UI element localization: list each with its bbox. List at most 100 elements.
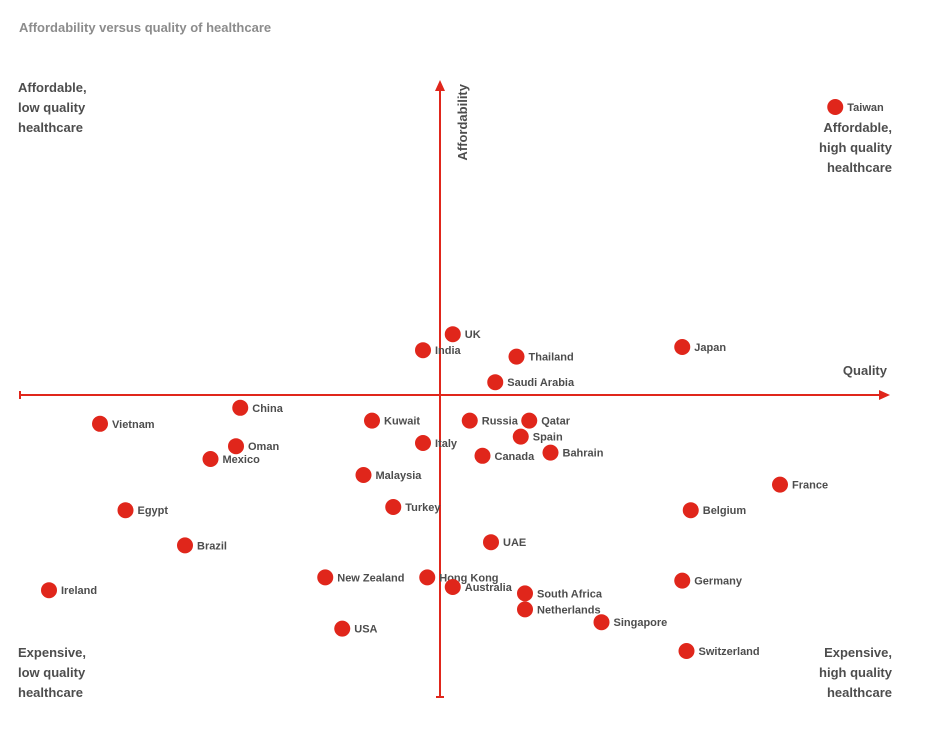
data-point: Ireland (41, 582, 97, 599)
data-point-marker (117, 502, 134, 519)
data-point-label: Bahrain (563, 448, 604, 460)
data-point-marker (508, 348, 525, 365)
axes: Quality Affordability (19, 80, 890, 698)
data-point: Germany (674, 572, 743, 589)
data-point-marker (228, 438, 244, 455)
data-point: Russia (461, 412, 519, 429)
data-point-label: Spain (533, 432, 563, 444)
data-point-label: Saudi Arabia (507, 377, 575, 389)
data-point: Egypt (117, 502, 169, 519)
data-point: Bahrain (542, 444, 604, 461)
x-axis-arrow (879, 390, 890, 400)
data-point-marker (674, 572, 691, 589)
data-point-marker (517, 585, 533, 602)
data-point: Kuwait (364, 412, 420, 429)
data-point-marker (772, 476, 788, 493)
data-point-marker (674, 339, 691, 355)
data-point-marker (232, 399, 249, 416)
data-point-label: Singapore (614, 617, 668, 629)
data-point-marker (415, 342, 431, 359)
data-point: Vietnam (92, 415, 155, 432)
data-point-label: Belgium (703, 505, 747, 517)
data-point: UK (444, 326, 481, 343)
data-point: Switzerland (678, 643, 760, 659)
data-point-label: Malaysia (376, 470, 423, 482)
data-point-label: Germany (694, 576, 743, 588)
data-point: Brazil (177, 537, 227, 554)
data-point: Netherlands (517, 601, 601, 618)
quadrant-label-top-left: Affordable, low quality healthcare (18, 80, 87, 135)
quadrant-label-bottom-right: Expensive, high quality healthcare (819, 645, 892, 700)
data-point-marker (593, 614, 610, 631)
data-point-label: France (792, 480, 828, 492)
y-axis-arrow (435, 80, 445, 91)
chart-title: Affordability versus quality of healthca… (19, 20, 272, 35)
data-point-marker (517, 601, 533, 618)
data-point-label: Turkey (405, 502, 441, 514)
data-point-label: Brazil (197, 540, 227, 552)
data-point-label: Netherlands (537, 604, 601, 616)
data-point-label: Qatar (541, 416, 570, 428)
data-point-label: USA (354, 624, 377, 636)
data-point-marker (41, 582, 57, 599)
data-point: India (415, 342, 462, 359)
data-point-marker (364, 412, 380, 429)
data-point-label: Egypt (138, 505, 169, 517)
data-point: Italy (415, 435, 458, 451)
data-point-label: Russia (482, 416, 519, 428)
data-point: Spain (512, 428, 563, 445)
data-point-label: Kuwait (384, 416, 420, 428)
data-point-label: South Africa (537, 588, 603, 600)
data-point-marker (682, 502, 699, 519)
x-axis-label: Quality (843, 363, 888, 378)
data-point-label: Vietnam (112, 419, 155, 431)
data-point-label: Canada (495, 451, 536, 463)
data-point-label: Taiwan (847, 102, 884, 114)
data-point: Mexico (202, 451, 261, 467)
data-point-marker (385, 499, 402, 515)
data-point-marker (474, 447, 491, 464)
data-point-marker (461, 412, 478, 429)
data-point: Singapore (593, 614, 668, 631)
data-point-marker (415, 435, 431, 451)
data-point-marker (542, 444, 559, 461)
data-point-marker (512, 428, 529, 445)
data-point-marker (355, 467, 372, 483)
data-point-marker (487, 374, 504, 391)
data-point-marker (419, 569, 436, 586)
data-point-marker (483, 534, 499, 551)
data-point: Qatar (521, 412, 571, 429)
data-point: China (232, 399, 284, 416)
data-point: Turkey (385, 499, 441, 515)
data-point-label: UAE (503, 537, 526, 549)
data-point: New Zealand (317, 569, 405, 586)
data-point: Taiwan (827, 99, 884, 115)
data-point-marker (444, 579, 461, 595)
data-point-label: India (435, 345, 462, 357)
data-point-marker (202, 451, 219, 467)
data-point: Thailand (508, 348, 574, 365)
data-point: Australia (444, 579, 513, 595)
data-point-label: Australia (465, 582, 513, 594)
data-point: UAE (483, 534, 526, 551)
data-point-label: Ireland (61, 585, 97, 597)
quadrant-label-top-right: Affordable, high quality healthcare (819, 120, 892, 175)
data-point-marker (827, 99, 844, 115)
data-point-label: New Zealand (337, 572, 404, 584)
data-point-marker (444, 326, 461, 343)
data-point-marker (92, 415, 108, 432)
data-point-marker (678, 643, 695, 659)
data-point: Japan (674, 339, 726, 355)
data-points: Taiwan UK India Thailand Japan Saudi Arabia Ch… (41, 99, 884, 659)
data-point: USA (334, 620, 378, 637)
data-point-marker (317, 569, 334, 586)
data-point-marker (177, 537, 193, 554)
data-point-label: Thailand (529, 352, 574, 364)
data-point-label: Mexico (223, 454, 261, 466)
data-point: Saudi Arabia (487, 374, 575, 391)
data-point: Malaysia (355, 467, 423, 483)
data-point: South Africa (517, 585, 603, 602)
data-point-label: Switzerland (699, 646, 760, 658)
data-point-label: Italy (435, 438, 458, 450)
